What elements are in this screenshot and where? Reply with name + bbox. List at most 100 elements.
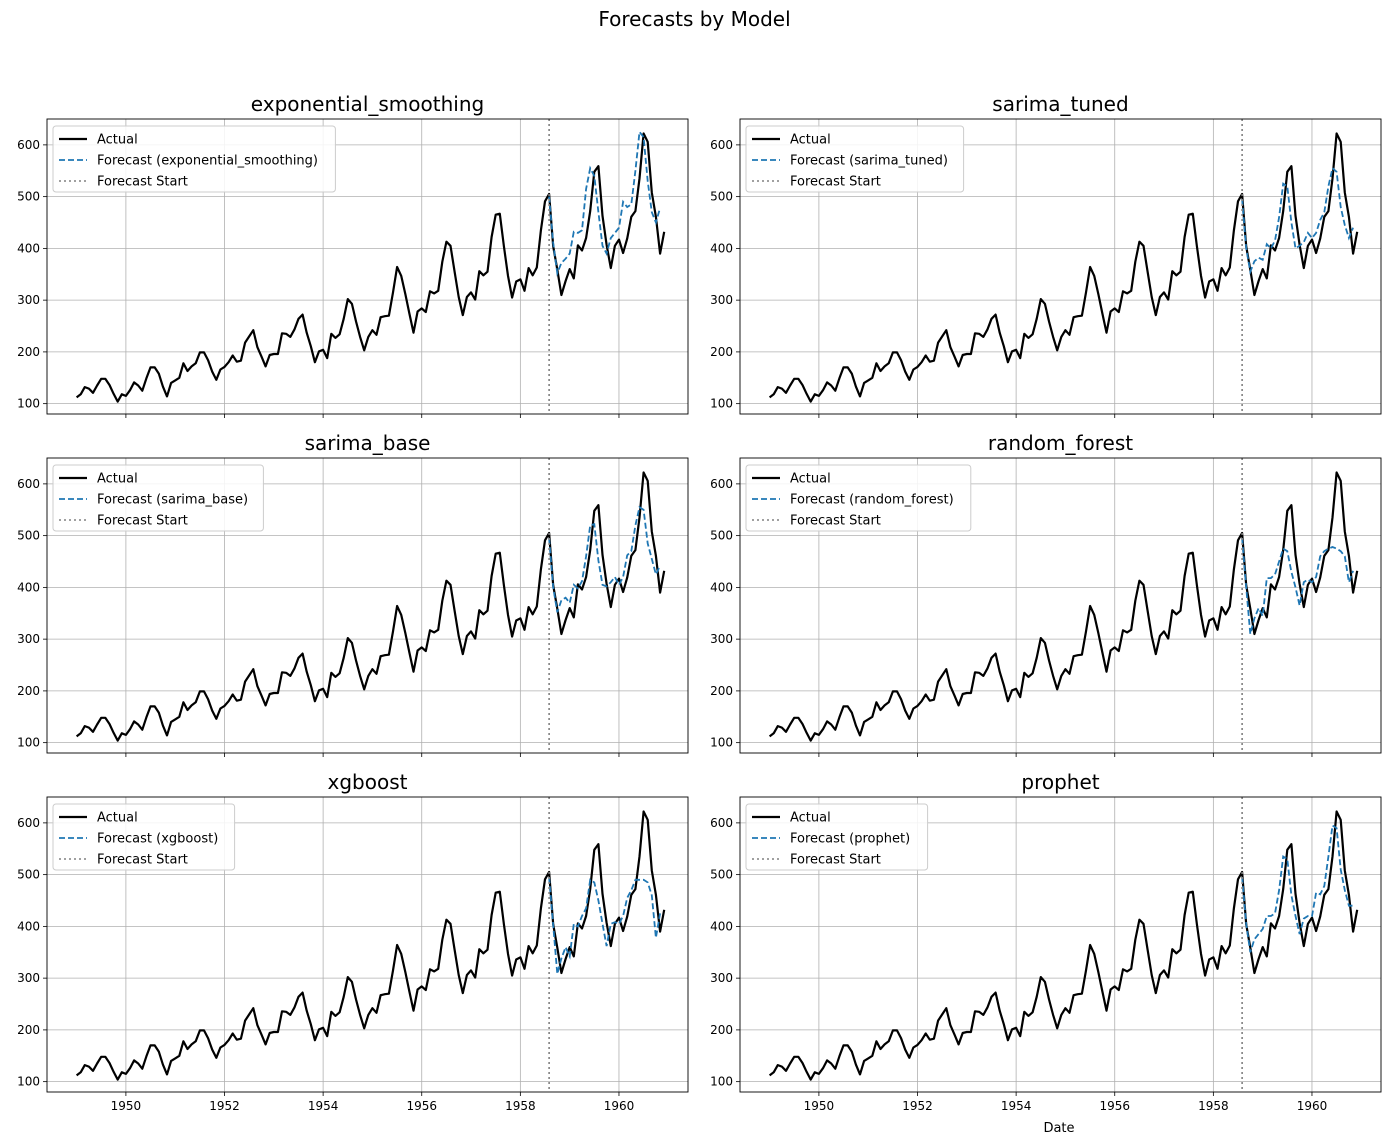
subplot-title: exponential_smoothing bbox=[251, 92, 484, 116]
y-tick-label: 200 bbox=[17, 1023, 40, 1037]
legend-label: Forecast (xgboost) bbox=[97, 832, 218, 847]
forecast-series-line bbox=[1241, 166, 1354, 275]
subplot-grid: exponential_smoothing 100 200 300 400 500 600 A… bbox=[17, 92, 1382, 1113]
y-tick-label: 500 bbox=[17, 190, 40, 204]
y-tick-label: 100 bbox=[710, 397, 733, 411]
axes-frame bbox=[739, 457, 1382, 754]
forecast-series-line bbox=[548, 129, 661, 277]
legend-label: Actual bbox=[97, 811, 138, 826]
legend-box bbox=[52, 125, 336, 193]
y-tick-label: 200 bbox=[17, 684, 40, 698]
legend-label: Forecast (sarima_base) bbox=[97, 493, 248, 508]
axes-frame bbox=[739, 118, 1382, 415]
legend-label: Forecast Start bbox=[97, 514, 188, 529]
axes-frame bbox=[46, 796, 689, 1093]
actual-series-line bbox=[75, 471, 666, 742]
legend-box bbox=[745, 803, 929, 871]
x-tick-label: 1960 bbox=[604, 1099, 635, 1113]
x-tick-label: 1956 bbox=[406, 1099, 437, 1113]
subplot-title: sarima_tuned bbox=[992, 92, 1128, 116]
legend-forecast: Forecast (random_forest) bbox=[752, 493, 954, 508]
legend-forecast: Forecast (prophet) bbox=[752, 832, 910, 847]
legend-label: Forecast Start bbox=[790, 175, 881, 190]
x-tick-label: 1956 bbox=[1099, 1099, 1130, 1113]
legend-forecast: Forecast (xgboost) bbox=[59, 832, 218, 847]
subplot-title: xgboost bbox=[328, 770, 408, 794]
y-tick-label: 300 bbox=[710, 971, 733, 985]
x-tick-label: 1952 bbox=[902, 1099, 933, 1113]
x-tick-label: 1958 bbox=[505, 1099, 536, 1113]
actual-series-line bbox=[768, 132, 1359, 403]
y-tick-label: 400 bbox=[17, 580, 40, 594]
subplot-random_forest: random_forest 100 200 300 400 500 600 Actual For… bbox=[710, 431, 1382, 757]
legend-label: Forecast Start bbox=[790, 853, 881, 868]
y-tick-label: 200 bbox=[710, 1023, 733, 1037]
legend-label: Actual bbox=[790, 472, 831, 487]
legend-label: Forecast (sarima_tuned) bbox=[790, 154, 948, 169]
legend-forecast-start: Forecast Start bbox=[59, 853, 188, 868]
y-tick-label: 600 bbox=[17, 477, 40, 491]
x-tick-label: 1960 bbox=[1297, 1099, 1328, 1113]
axes-frame bbox=[46, 457, 689, 754]
subplot-title: prophet bbox=[1021, 770, 1099, 794]
x-axis-label: Date bbox=[1043, 1121, 1074, 1136]
y-tick-label: 300 bbox=[17, 293, 40, 307]
y-tick-label: 400 bbox=[710, 580, 733, 594]
legend-label: Forecast (exponential_smoothing) bbox=[97, 154, 318, 169]
actual-series-line bbox=[768, 471, 1359, 742]
legend-label: Forecast Start bbox=[97, 175, 188, 190]
y-tick-label: 400 bbox=[710, 919, 733, 933]
legend-label: Actual bbox=[97, 472, 138, 487]
legend-actual: Actual bbox=[752, 811, 831, 826]
legend-label: Forecast Start bbox=[790, 514, 881, 529]
actual-series-line bbox=[768, 810, 1359, 1081]
legend-label: Forecast Start bbox=[97, 853, 188, 868]
legend-box bbox=[52, 803, 236, 871]
legend-forecast: Forecast (sarima_base) bbox=[59, 493, 248, 508]
y-tick-label: 500 bbox=[710, 868, 733, 882]
legend-label: Actual bbox=[790, 133, 831, 148]
forecast-series-line bbox=[548, 505, 661, 613]
x-tick-label: 1950 bbox=[111, 1099, 142, 1113]
subplot-xgboost: xgboost 100 200 300 400 500 600 1950 1952 1954 195… bbox=[17, 770, 689, 1113]
y-tick-label: 100 bbox=[17, 736, 40, 750]
y-tick-label: 600 bbox=[17, 138, 40, 152]
y-tick-label: 200 bbox=[710, 345, 733, 359]
y-tick-label: 600 bbox=[17, 816, 40, 830]
y-tick-label: 300 bbox=[17, 632, 40, 646]
legend-label: Actual bbox=[790, 811, 831, 826]
legend-actual: Actual bbox=[752, 472, 831, 487]
legend-label: Actual bbox=[97, 133, 138, 148]
y-tick-label: 500 bbox=[710, 529, 733, 543]
subplot-sarima_tuned: sarima_tuned 100 200 300 400 500 600 Actual Fore… bbox=[710, 92, 1382, 418]
subplot-prophet: prophet 100 200 300 400 500 600 1950 1952 1954 195… bbox=[710, 770, 1382, 1113]
legend-actual: Actual bbox=[59, 811, 138, 826]
y-tick-label: 600 bbox=[710, 477, 733, 491]
axes-frame bbox=[739, 796, 1382, 1093]
legend: Actual Forecast (sarima_tuned) Forecast St… bbox=[745, 125, 965, 193]
subplot-title: sarima_base bbox=[305, 431, 431, 455]
subplot-title: random_forest bbox=[988, 431, 1133, 455]
y-tick-label: 100 bbox=[710, 736, 733, 750]
legend-label: Forecast (random_forest) bbox=[790, 493, 954, 508]
legend-label: Forecast (prophet) bbox=[790, 832, 910, 847]
x-tick-label: 1954 bbox=[1001, 1099, 1032, 1113]
legend: Actual Forecast (sarima_base) Forecast Sta… bbox=[52, 464, 264, 532]
legend-box bbox=[745, 125, 965, 193]
x-tick-label: 1958 bbox=[1198, 1099, 1229, 1113]
y-tick-label: 600 bbox=[710, 816, 733, 830]
grid-lines bbox=[740, 797, 1381, 1092]
legend-forecast-start: Forecast Start bbox=[752, 175, 881, 190]
legend-box bbox=[52, 464, 264, 532]
legend-forecast: Forecast (sarima_tuned) bbox=[752, 154, 948, 169]
y-tick-label: 200 bbox=[17, 345, 40, 359]
y-tick-label: 100 bbox=[17, 397, 40, 411]
x-tick-label: 1954 bbox=[308, 1099, 339, 1113]
legend-box bbox=[745, 464, 972, 532]
legend-actual: Actual bbox=[59, 133, 138, 148]
y-tick-label: 600 bbox=[710, 138, 733, 152]
legend: Actual Forecast (xgboost) Forecast Start bbox=[52, 803, 236, 871]
y-tick-label: 300 bbox=[710, 632, 733, 646]
